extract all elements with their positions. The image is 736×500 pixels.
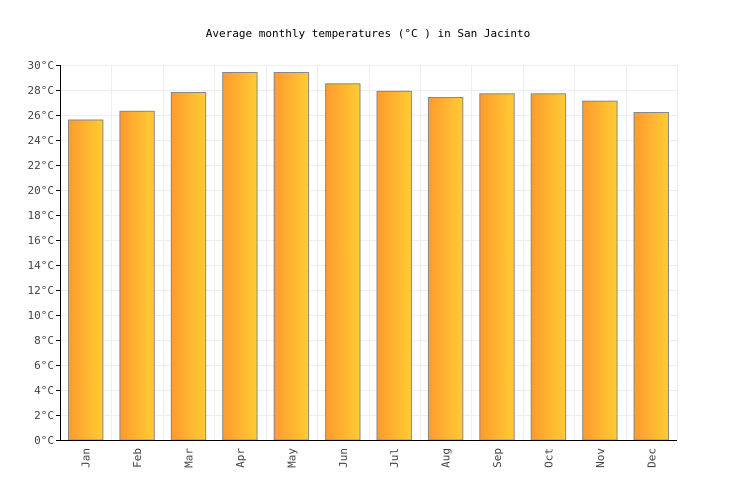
bar-nov (582, 100, 618, 441)
y-tick-label-11: 22°C (28, 159, 55, 172)
x-tick-label-may: May (285, 448, 298, 468)
chart-title: Average monthly temperatures (°C ) in Sa… (206, 27, 531, 40)
bar-oct (530, 93, 567, 441)
y-tick-label-15: 30°C (28, 59, 55, 72)
bar-mar (170, 92, 207, 441)
x-tick-label-apr: Apr (234, 448, 247, 468)
x-tick-label-aug: Aug (440, 448, 453, 468)
x-tick-label-dec: Dec (645, 448, 658, 468)
bar-may (273, 72, 310, 441)
axis-layer (56, 65, 677, 441)
x-tick-label-oct: Oct (542, 448, 555, 468)
bar-aug (427, 97, 464, 441)
y-tick-label-8: 16°C (28, 234, 55, 247)
y-tick-label-4: 8°C (34, 334, 54, 347)
x-tick-label-feb: Feb (131, 448, 144, 468)
y-tick-label-1: 2°C (34, 409, 54, 422)
y-tick-label-2: 4°C (34, 384, 54, 397)
x-tick-label-jul: Jul (388, 448, 401, 468)
y-tick-label-13: 26°C (28, 109, 55, 122)
y-tick-label-14: 28°C (28, 84, 55, 97)
bar-feb (119, 110, 155, 441)
bar-jun (325, 83, 361, 441)
x-tick-label-jun: Jun (337, 448, 350, 468)
y-tick-label-5: 10°C (28, 309, 55, 322)
y-tick-label-12: 24°C (28, 134, 55, 147)
bar-jan (68, 119, 104, 441)
x-tick-label-sep: Sep (491, 448, 504, 468)
y-tick-label-7: 14°C (28, 259, 55, 272)
y-tick-label-6: 12°C (28, 284, 55, 297)
y-tick-labels: 0°C 2°C 4°C 6°C 8°C 10°C 12°C 14°C 16°C 18°C 20°C 2… (28, 59, 55, 447)
bar-dec (633, 112, 669, 441)
bar-sep (479, 93, 515, 441)
y-tick-label-0: 0°C (34, 434, 54, 447)
x-tick-labels: Jan Feb Mar Apr May Jun Jul Aug Sep Oct Nov Dec (80, 448, 659, 468)
grid-layer (60, 65, 678, 441)
x-tick-label-nov: Nov (594, 448, 607, 468)
y-tick-label-9: 18°C (28, 209, 55, 222)
bar-jul (376, 90, 412, 441)
x-tick-label-mar: Mar (183, 448, 196, 468)
bar-apr (222, 72, 258, 441)
x-tick-label-jan: Jan (80, 448, 93, 468)
y-tick-label-10: 20°C (28, 184, 55, 197)
y-tick-label-3: 6°C (34, 359, 54, 372)
bar-layer (68, 72, 669, 441)
